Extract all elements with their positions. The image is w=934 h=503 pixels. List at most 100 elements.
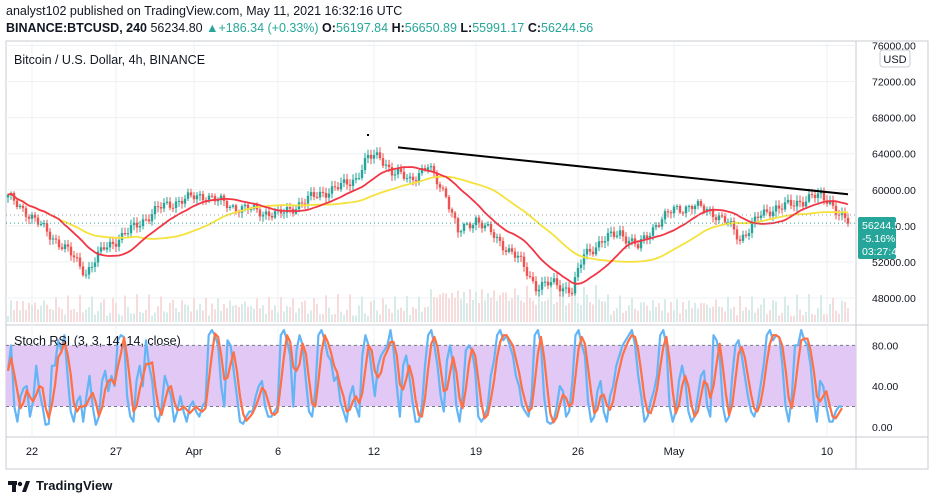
candle-body [369, 154, 373, 159]
candle-body [762, 209, 766, 216]
footer-brand-label: TradingView [36, 478, 113, 493]
volume-bar [229, 300, 231, 322]
volume-bar [106, 315, 108, 322]
volume-bar [598, 299, 600, 322]
candle-body [783, 202, 787, 210]
volume-bar [37, 309, 39, 322]
volume-bar [235, 304, 237, 322]
volume-bar [439, 294, 441, 322]
volume-bar [508, 300, 510, 322]
volume-bar [115, 302, 117, 322]
low-label: L: [460, 21, 473, 35]
time-axis: 22 27 Apr 6 12 19 26 May 10 [26, 446, 833, 458]
volume-bar [583, 287, 585, 322]
candle-body [267, 211, 271, 216]
candle-body [471, 225, 475, 229]
volume-bar [646, 305, 648, 322]
volume-bar [814, 314, 816, 322]
candle-body [441, 187, 445, 189]
volume-bar [811, 313, 813, 322]
candle-body [501, 240, 505, 251]
volume-bar [526, 285, 528, 322]
volume-bar [550, 285, 552, 322]
candle-body [132, 222, 136, 226]
candle-body [777, 205, 781, 209]
candle-body [753, 216, 757, 223]
candle-body [420, 167, 424, 174]
candle-body [480, 222, 484, 229]
candle-body [795, 200, 799, 207]
candle-body [786, 199, 790, 203]
volume-bar [193, 298, 195, 322]
volume-bar [313, 298, 315, 322]
candle-body [504, 250, 508, 252]
candle-body [498, 236, 502, 241]
candle-body [264, 211, 268, 215]
volume-bar [82, 312, 84, 322]
candle-body [246, 204, 250, 210]
candle-body [426, 167, 430, 171]
volume-bar [136, 294, 138, 322]
candle-body [429, 166, 433, 168]
candle-body [711, 208, 715, 218]
candle-body [120, 232, 124, 240]
volume-bar [175, 307, 177, 322]
volume-bar [370, 301, 372, 322]
volume-bar [709, 307, 711, 322]
candle-body [558, 285, 562, 292]
candle-body [345, 179, 349, 185]
footer-brand[interactable]: TradingView [8, 478, 112, 493]
volume-bar [799, 309, 801, 322]
candle-body [18, 205, 22, 208]
volume-bar [304, 300, 306, 322]
candle-body [624, 236, 628, 244]
volume-bar [790, 315, 792, 322]
candle-body [792, 205, 796, 207]
candle-body [828, 200, 832, 204]
candle-body [789, 199, 793, 206]
candle-body [627, 241, 631, 244]
volume-bar [343, 315, 345, 322]
candle-body [747, 233, 751, 236]
candle-body [432, 166, 436, 173]
candle-body [249, 209, 253, 211]
volume-bar [406, 295, 408, 322]
candle-body [654, 225, 658, 228]
volume-bar [622, 312, 624, 322]
candle-body [84, 274, 88, 276]
volume-bar [127, 307, 129, 322]
volume-bar [496, 300, 498, 322]
volume-bar [652, 300, 654, 322]
volume-bar [70, 309, 72, 322]
ohlc-header: BINANCE:BTCUSD, 240 56234.80 ▲+186.34 (+… [6, 21, 593, 35]
volume-bar [76, 312, 78, 322]
candle-body [681, 212, 685, 214]
candle-body [729, 221, 733, 223]
candle-body [696, 201, 700, 206]
volume-bar [154, 312, 156, 322]
volume-bar [775, 301, 777, 322]
volume-bar [367, 315, 369, 322]
candle-body [75, 257, 79, 259]
candle-body [813, 194, 817, 198]
volume-bar [733, 306, 735, 322]
candle-body [117, 239, 121, 247]
volume-bar [664, 299, 666, 322]
currency-button[interactable]: USD [879, 49, 911, 68]
candle-body [150, 214, 154, 222]
volume-bar [280, 296, 282, 322]
candle-body [834, 205, 838, 215]
volume-bar [163, 311, 165, 322]
volume-bar [826, 314, 828, 322]
candle-body [330, 186, 334, 194]
volume-bar [34, 302, 36, 322]
volume-bar [385, 304, 387, 322]
candle-body [171, 207, 175, 209]
volume-bar [202, 310, 204, 322]
volume-bar [832, 297, 834, 322]
price-tag: 56244.56 -5.16% 03:27:47 [858, 217, 906, 259]
volume-bar [232, 305, 234, 322]
volume-bar [55, 297, 57, 322]
volume-bar [85, 309, 87, 322]
